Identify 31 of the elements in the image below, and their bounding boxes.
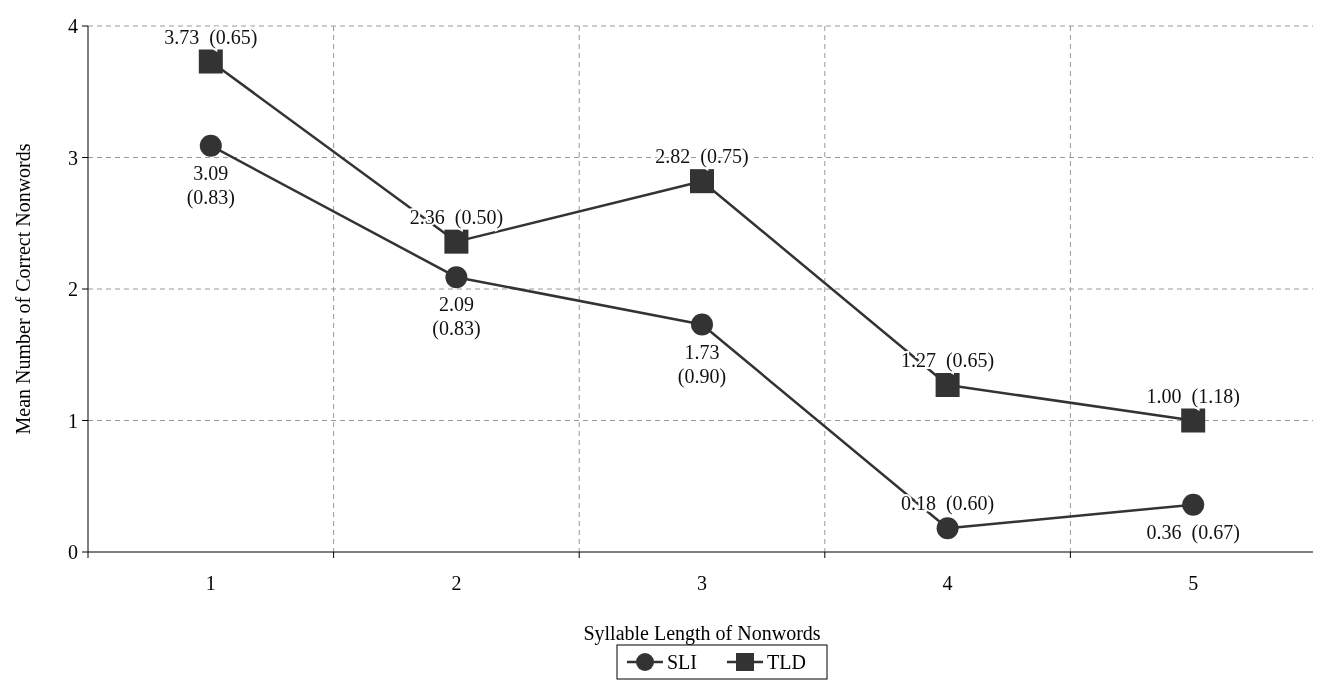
- legend-label: TLD: [767, 651, 806, 673]
- point: [936, 517, 959, 540]
- point: [198, 49, 223, 74]
- point: [199, 134, 222, 157]
- point: [690, 169, 714, 194]
- data-label: 1.73 (0.90): [677, 340, 727, 388]
- y-tick-label: 3: [68, 146, 78, 169]
- point: [1181, 408, 1206, 433]
- point: [691, 313, 713, 336]
- y-tick-label: 0: [68, 541, 78, 563]
- y-axis-title: Mean Number of Correct Nonwords: [12, 143, 34, 435]
- data-label: 3.09 (0.83): [186, 161, 235, 209]
- legend-label: SLI: [667, 651, 697, 673]
- x-tick-label: 5: [1188, 572, 1199, 594]
- x-tick-label: 3: [697, 572, 707, 594]
- data-label: 1.00 (1.18): [1146, 384, 1240, 408]
- point: [445, 266, 468, 289]
- x-tick-label: 2: [451, 572, 462, 594]
- data-label: 3.73 (0.65): [164, 25, 258, 49]
- x-tick-label: 4: [942, 572, 953, 594]
- x-axis-title: Syllable Length of Nonwords: [583, 622, 821, 645]
- y-tick-label: 1: [68, 409, 78, 432]
- y-tick-label: 4: [68, 15, 78, 37]
- data-label: 0.36 (0.67): [1146, 520, 1240, 544]
- data-label: 2.82 (0.75): [655, 145, 749, 169]
- data-label: 2.09 (0.83): [432, 293, 481, 341]
- point: [935, 373, 960, 397]
- point: [1182, 493, 1205, 516]
- point: [444, 229, 469, 254]
- y-tick-label: 2: [68, 278, 78, 300]
- x-tick-label: 1: [205, 572, 216, 594]
